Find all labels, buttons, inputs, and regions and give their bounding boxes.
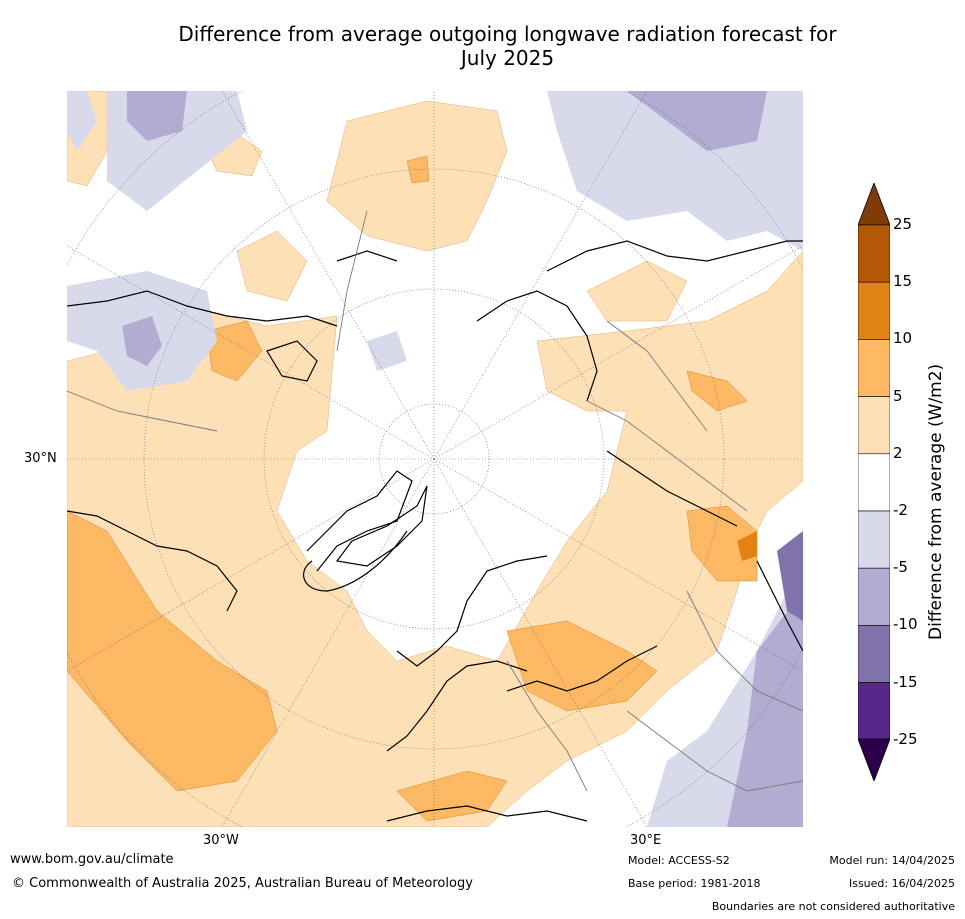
colorbar-tick-label: 5 [893,386,903,405]
lon-label-30w: 30°W [203,833,239,848]
colorbar-label: Difference from average (W/m2) [926,363,946,640]
colorbar-tick-label: -25 [893,729,918,748]
colorbar-bin [857,224,891,283]
extreme-positive-anomaly-fill [737,531,757,561]
moderate-negative-anomaly-fill [122,91,803,827]
model-text: Model: ACCESS-S2 [628,854,730,867]
website-link[interactable]: www.bom.gov.au/climate [10,852,174,867]
colorbar-tick-label: 15 [893,272,913,291]
copyright-text: © Commonwealth of Australia 2025, Austra… [12,876,473,891]
strong-positive-anomaly-fill [67,155,758,822]
colorbar-bin [857,510,891,569]
colorbar-tick-label: 2 [893,443,903,462]
colorbar-tick-label: -15 [893,672,918,691]
colorbar [857,181,891,783]
colorbar-bottom-extension [857,738,891,783]
issued-text: Issued: 16/04/2025 [848,877,955,890]
colorbar-bin [857,453,891,512]
base-period-text: Base period: 1981-2018 [628,877,761,890]
coastlines [67,240,803,822]
lat-label-30n: 30°N [24,451,57,466]
colorbar-tick-label: 25 [893,215,913,233]
colorbar-bin [857,625,891,683]
colorbar-tick-label: 10 [893,329,913,348]
colorbar-tick-label: -10 [893,615,918,634]
lon-label-30e: 30°E [630,833,662,848]
polar-map [67,91,803,827]
colorbar-bin [857,281,891,340]
model-run-text: Model run: 14/04/2025 [829,854,955,867]
colorbar-tick-label: -5 [893,558,908,577]
country-borders [67,210,803,792]
colorbar-bin [857,396,891,455]
strong-negative-anomaly-fill [777,531,803,621]
title-line-1: Difference from average outgoing longwav… [178,22,837,46]
title-line-2: July 2025 [460,46,555,70]
graticule [67,91,803,827]
colorbar-bin [857,339,891,397]
colorbar-tick-label: -2 [893,501,908,519]
colorbar-top-extension [857,181,891,226]
disclaimer-text: Boundaries are not considered authoritat… [711,900,955,913]
colorbar-bin [857,682,891,741]
map-title: Difference from average outgoing longwav… [60,22,955,70]
colorbar-bin [857,567,891,626]
